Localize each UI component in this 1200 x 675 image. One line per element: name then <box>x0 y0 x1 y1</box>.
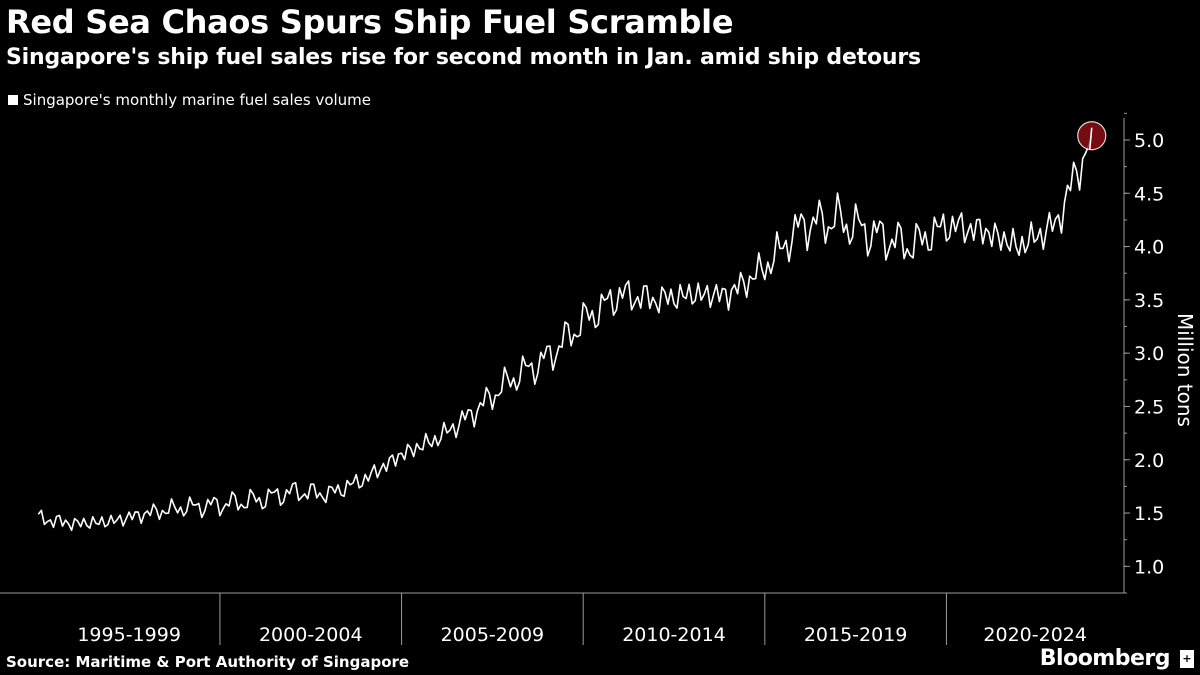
chart-subtitle: Singapore's ship fuel sales rise for sec… <box>6 45 921 70</box>
y-tick-label: 1.5 <box>1134 503 1164 525</box>
y-tick-label: 4.5 <box>1134 183 1164 205</box>
y-tick-label: 4.0 <box>1134 237 1164 259</box>
x-category-label: 1995-1999 <box>77 624 181 646</box>
x-category-label: 2010-2014 <box>622 624 726 646</box>
y-tick-label: 2.5 <box>1134 396 1164 418</box>
series-line <box>37 135 1093 532</box>
x-category-label: 2005-2009 <box>441 624 545 646</box>
highlight-line-segment <box>1088 127 1093 150</box>
y-tick-label: 3.0 <box>1134 343 1164 365</box>
y-tick-label: 5.0 <box>1134 130 1164 152</box>
chart-title: Red Sea Chaos Spurs Ship Fuel Scramble <box>6 3 734 41</box>
x-category-label: 2000-2004 <box>259 624 363 646</box>
legend-label: Singapore's monthly marine fuel sales vo… <box>23 91 372 109</box>
legend-swatch <box>8 95 18 105</box>
y-tick-label: 2.0 <box>1134 450 1164 472</box>
x-category-label: 2020-2024 <box>983 624 1087 646</box>
y-tick-label: 3.5 <box>1134 290 1164 312</box>
x-category-label: 2015-2019 <box>804 624 908 646</box>
legend: Singapore's monthly marine fuel sales vo… <box>8 91 371 109</box>
y-axis-title: Million tons <box>1173 313 1197 427</box>
brand-logo: Bloomberg <box>1039 646 1171 671</box>
bloomberg-mark-icon: + <box>1180 650 1194 668</box>
y-tick-label: 1.0 <box>1134 556 1164 578</box>
source-note: Source: Maritime & Port Authority of Sin… <box>6 653 410 671</box>
